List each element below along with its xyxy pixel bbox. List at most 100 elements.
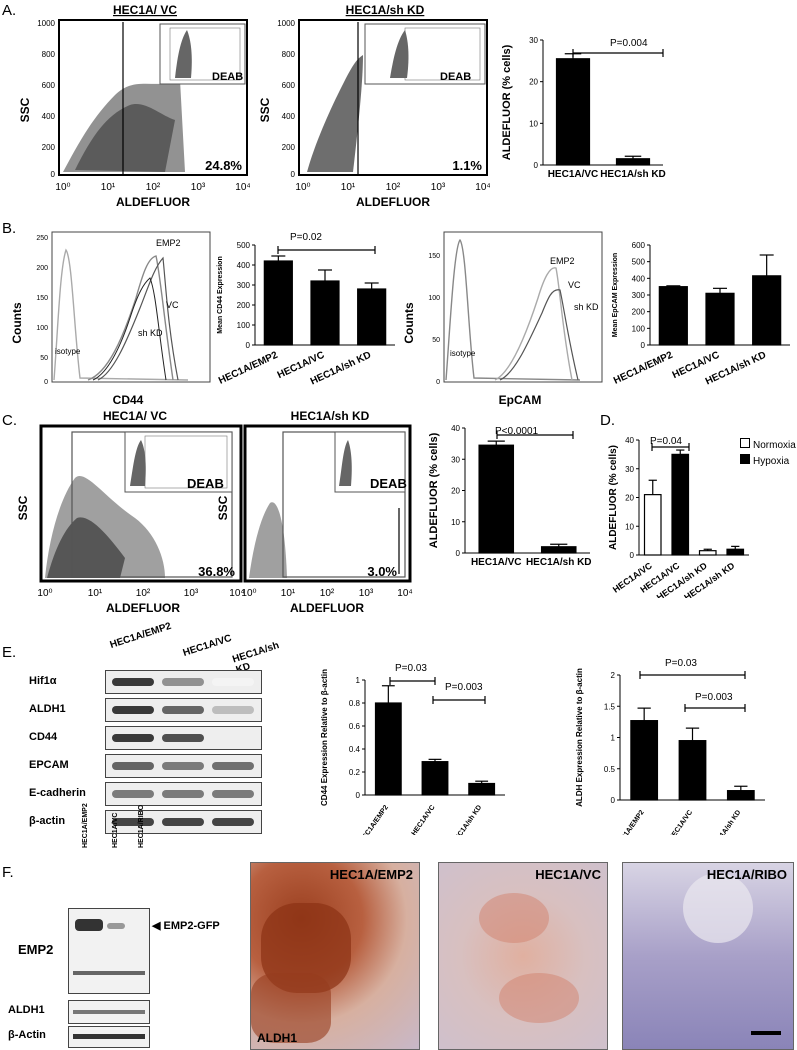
significance-bracket [432,696,486,704]
bar [421,761,449,796]
significance-bracket [651,443,690,451]
y-tick-label: 400 [632,274,646,283]
category-label: HEC1A/sh KD [451,804,483,835]
blot-f-actin [68,1026,150,1048]
category-label: HEC1A/VC [471,557,522,568]
y-tick-label: 1 [611,734,616,743]
y-axis-label: ALDEFLUOR (% cells) [428,432,440,548]
blot-band [112,762,154,770]
blot-label: CD44 [29,731,58,743]
y-axis-label: Mean CD44 Expression [217,256,224,333]
blot-row: EPCAM [5,754,265,778]
y-tick-label: 2 [611,671,616,680]
significance-bracket [684,704,746,712]
y-tick-label: 0 [246,341,251,350]
pvalue-e2b: P=0.003 [695,692,733,703]
blot-membrane [105,698,262,722]
panel-letter-a: A. [2,2,17,19]
y-axis-label: CD44 Expression Relative to β-actin [320,669,329,806]
blot-label: β-actin [29,815,66,827]
svg-text:CD44: CD44 [113,393,144,407]
svg-text:10²: 10² [146,182,161,193]
category-label: HEC1A/EMP2 [359,804,390,835]
y-tick-label: 0.5 [604,765,616,774]
blot-membrane [105,754,262,778]
blot-f-aldh1 [68,1000,150,1024]
svg-text:150: 150 [428,253,440,260]
blot-f-label-actin: β-Actin [8,1029,46,1041]
svg-text:HEC1A/sh KD: HEC1A/sh KD [346,3,425,17]
blot-label: EPCAM [29,759,69,771]
svg-text:10²: 10² [386,182,401,193]
y-tick-label: 0.8 [349,699,361,708]
svg-text:10⁴: 10⁴ [235,182,250,193]
svg-text:10³: 10³ [184,588,199,599]
y-tick-label: 0.2 [349,768,361,777]
y-axis-label: Mean EpCAM Expression [612,253,619,337]
y-tick-label: 30 [625,465,634,474]
y-tick-label: 40 [625,436,634,445]
blot-band [212,818,254,826]
blot-f-label-aldh1: ALDH1 [8,1004,45,1016]
svg-text:isotype: isotype [55,347,81,356]
svg-text:0: 0 [291,170,296,179]
blot-row: CD44 [5,726,265,750]
bar [726,790,755,801]
deab-inset: DEAB [159,23,246,85]
blot-membrane [105,782,262,806]
pvalue-d: P=0.04 [650,436,682,447]
bar [658,286,688,346]
svg-text:600: 600 [282,81,296,90]
svg-text:0: 0 [436,379,440,386]
blot-stack-e: Hif1α ALDH1 CD44 EPCAM E-cadherin β-actin [5,670,265,840]
svg-text:200: 200 [42,143,56,152]
bar-chart-b-cd44: 0 100 200 300 400 500 Mean CD44 Expression HEC1… [217,241,395,387]
svg-text:EpCAM: EpCAM [499,393,542,407]
y-tick-label: 20 [529,78,538,87]
svg-text:10⁴: 10⁴ [475,182,490,193]
flow-plot-a-vc: HEC1A/ VC DEAB 24.8% 1000 800 600 400 20… [18,3,250,209]
blot-row: E-cadherin [5,782,265,806]
blot-label: Hif1α [29,675,57,687]
svg-text:10²: 10² [136,588,151,599]
bar [752,275,782,346]
significance-bracket [277,246,376,254]
svg-text:VC: VC [568,280,581,290]
panel-letter-b: B. [2,220,17,237]
ihc-image-ribo: HEC1A/RIBO [622,862,794,1050]
blot-label: E-cadherin [29,787,86,799]
blot-band [112,678,154,686]
y-tick-label: 500 [632,258,646,267]
y-tick-label: 10 [529,119,538,128]
flow-title: HEC1A/ VC [113,3,177,17]
svg-text:DEAB: DEAB [370,476,407,491]
svg-text:DEAB: DEAB [212,71,243,83]
blot-membrane [105,810,262,834]
svg-text:600: 600 [42,81,56,90]
category-label: HEC1A/EMP2 [614,809,645,835]
pvalue-e1a: P=0.03 [395,663,427,674]
blot-band [162,678,204,686]
svg-text:1000: 1000 [277,19,295,28]
svg-text:36.8%: 36.8% [198,564,235,579]
y-axis-label: ALDEFLUOR (% cells) [608,445,619,550]
svg-text:250: 250 [36,235,48,242]
svg-text:10³: 10³ [431,182,446,193]
svg-text:800: 800 [282,50,296,59]
blot-band [212,762,254,770]
blot-membrane [105,670,262,694]
y-axis-label: ALDH Expression Relative to β-actin [575,668,584,807]
svg-text:400: 400 [282,112,296,121]
svg-text:DEAB: DEAB [440,71,471,83]
y-tick-label: 100 [632,324,646,333]
arrow-emp2-gfp: ◀ EMP2-GFP [152,920,220,932]
bar [357,288,387,346]
legend-d: Normoxia Hypoxia [740,438,796,470]
category-label: HEC1A/sh KD [710,809,742,835]
y-tick-label: 1.5 [604,702,616,711]
category-label: HEC1A/sh KD [600,169,666,180]
blot-band [162,818,204,826]
svg-text:10⁰: 10⁰ [55,182,70,193]
y-axis-label: ALDEFLUOR (% cells) [501,44,513,160]
